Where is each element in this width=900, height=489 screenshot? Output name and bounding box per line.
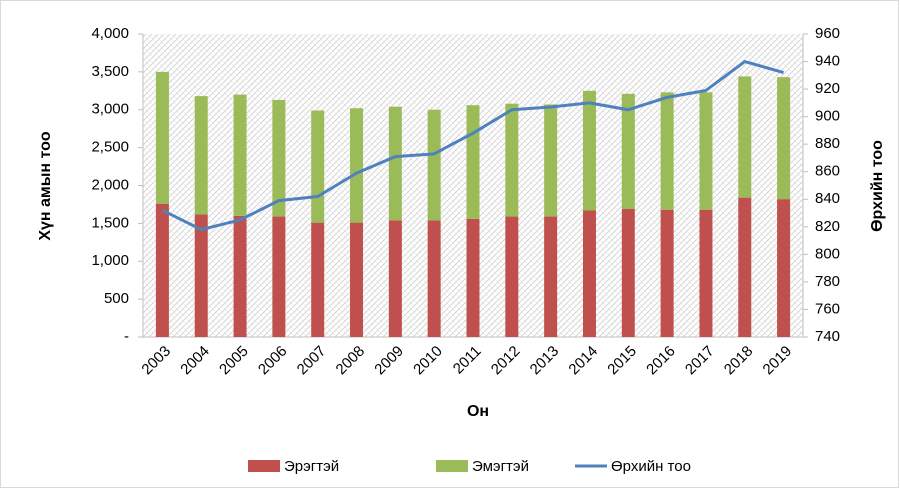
bar: [544, 216, 558, 337]
y2-tick-label: 960: [815, 25, 840, 42]
bar: [350, 222, 364, 337]
bar: [582, 90, 596, 211]
bar: [738, 76, 752, 198]
y-tick-label: 2,000: [91, 176, 129, 193]
y-tick-label: 3,500: [91, 63, 129, 80]
bar: [155, 203, 169, 337]
y2-tick-label: 880: [815, 135, 840, 152]
bar: [544, 104, 558, 217]
y-tick-label: 3,000: [91, 101, 129, 118]
legend-swatch: [248, 460, 280, 472]
bar: [466, 105, 480, 219]
y-tick-label: 500: [104, 290, 129, 307]
bar: [660, 209, 674, 337]
bar: [505, 103, 519, 217]
bar: [311, 222, 325, 337]
bar: [350, 108, 364, 223]
bar: [155, 71, 169, 204]
y2-tick-label: 780: [815, 273, 840, 290]
y2-tick-label: 860: [815, 163, 840, 180]
line: [161, 60, 784, 232]
y-tick-label: 1,000: [91, 252, 129, 269]
bar: [427, 109, 441, 221]
legend-label: Өрхийн тоо: [611, 458, 691, 475]
y2-tick-label: 820: [815, 218, 840, 235]
x-axis-title: Он: [467, 403, 489, 420]
bar: [233, 94, 247, 216]
y2-tick-label: 940: [815, 53, 840, 70]
bar: [311, 110, 325, 223]
y2-tick-label: 900: [815, 108, 840, 125]
bar: [738, 197, 752, 337]
bar: [505, 216, 519, 337]
legend-label: Эрэгтэй: [284, 458, 339, 475]
y2-tick-label: 800: [815, 245, 840, 262]
legend-label: Эмэгтэй: [472, 458, 529, 475]
y2-tick-label: 920: [815, 80, 840, 97]
bar: [777, 199, 791, 337]
bar: [777, 77, 791, 200]
bar: [388, 220, 402, 337]
bar: [194, 214, 208, 337]
bar: [582, 210, 596, 337]
y-tick-label: 2,500: [91, 139, 129, 156]
y2-axis-title: Өрхийн тоо: [869, 140, 886, 232]
bar: [272, 99, 286, 217]
bar: [699, 209, 713, 337]
bar: [621, 93, 635, 209]
y2-tick-label: 740: [815, 328, 840, 345]
bar: [699, 92, 713, 210]
bar: [621, 208, 635, 337]
y2-tick-label: 760: [815, 300, 840, 317]
bar: [427, 220, 441, 337]
y-tick-label: 4,000: [91, 25, 129, 42]
y-tick-label: 1,500: [91, 214, 129, 231]
y2-tick-label: 840: [815, 190, 840, 207]
bar: [233, 215, 247, 337]
bar: [660, 92, 674, 210]
bar: [388, 106, 402, 221]
bar: [466, 218, 480, 337]
y-axis-title: Хүн амын тоо: [37, 131, 54, 241]
legend-swatch: [436, 460, 468, 472]
y-tick-label: -: [124, 328, 129, 345]
bar: [272, 216, 286, 337]
bar: [194, 96, 208, 215]
